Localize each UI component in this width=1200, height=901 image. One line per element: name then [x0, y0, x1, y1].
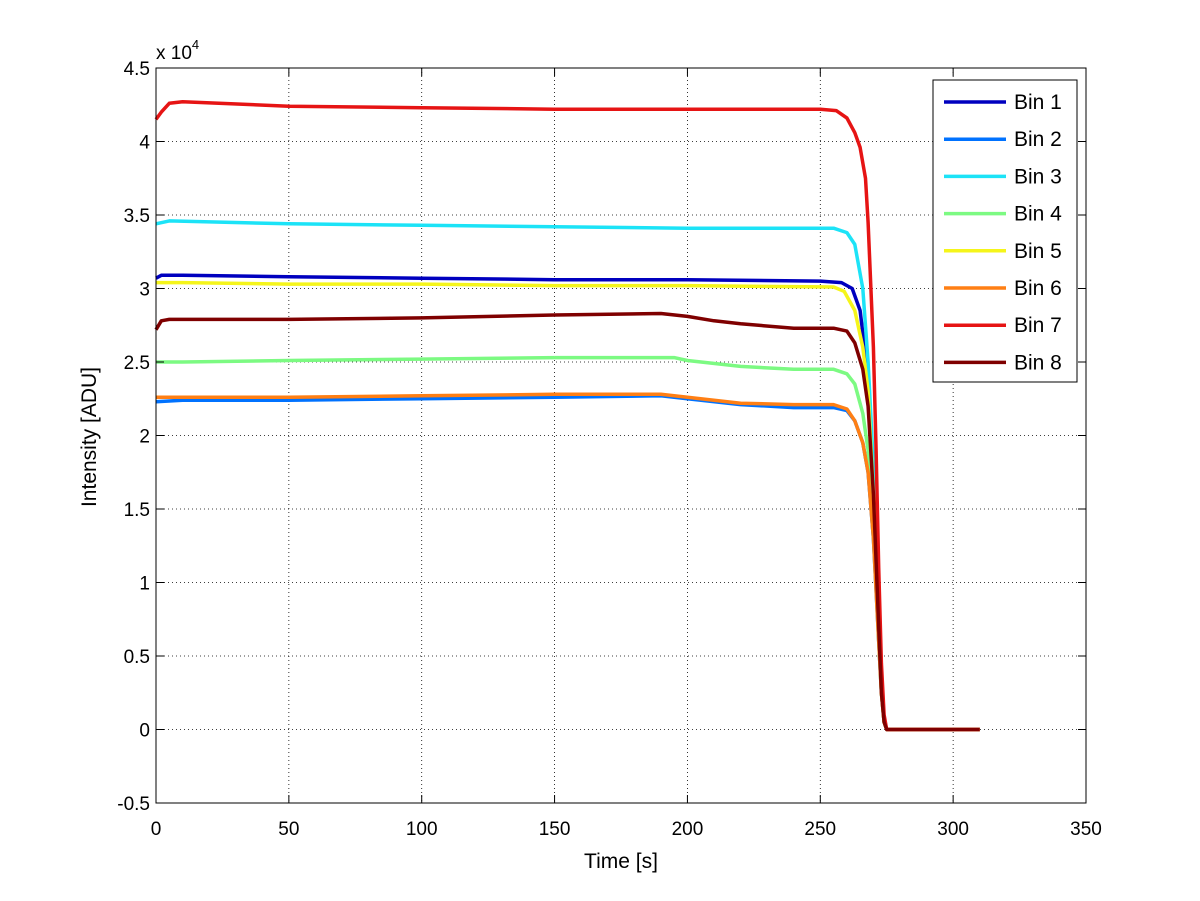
legend-label: Bin 6: [1014, 277, 1062, 300]
x-tick-label: 100: [406, 819, 438, 840]
y-tick-label: 0: [139, 721, 150, 742]
tick-labels: 0 50 100 150 200 250 300 350-0.500.511.522.533.…: [117, 59, 1102, 840]
y-tick-label: 3.5: [124, 206, 150, 227]
legend-box: [932, 79, 1078, 383]
legend-label: Bin 3: [1014, 165, 1062, 188]
legend-label: Bin 8: [1014, 351, 1062, 374]
y-axis-label: Intensity [ADU]: [78, 367, 101, 507]
y-tick-label: -0.5: [117, 794, 150, 815]
y-tick-label: 1.5: [124, 500, 150, 521]
legend-label: Bin 1: [1014, 91, 1062, 114]
series-line-bin-7: [154, 100, 980, 732]
x-tick-label: 300: [937, 819, 969, 840]
legend-label: Bin 4: [1014, 203, 1062, 226]
x-tick-label: 200: [672, 819, 704, 840]
ticks: [155, 67, 1087, 804]
y-tick-label: 0.5: [124, 647, 150, 668]
legend-label: Bin 2: [1014, 128, 1062, 151]
y-tick-label: 4: [139, 133, 150, 154]
y-tick-label: 4.5: [124, 59, 150, 80]
y-tick-label: 2.5: [124, 353, 150, 374]
legend: Bin 1 Bin 2 Bin 3 Bin 4 Bin 5 Bin 6 Bin 7 Bin 8: [932, 79, 1078, 383]
series-layer: [154, 100, 980, 732]
x-axis-label: Time [s]: [584, 850, 658, 873]
x-tick-label: 0: [151, 819, 162, 840]
series-line-bin-8: [154, 311, 980, 732]
x-tick-label: 350: [1070, 819, 1102, 840]
y-tick-label: 3: [139, 280, 150, 301]
y-tick-label: 2: [139, 427, 150, 448]
x-tick-label: 250: [804, 819, 836, 840]
legend-label: Bin 7: [1014, 314, 1062, 337]
x-tick-label: 150: [539, 819, 571, 840]
x-tick-label: 50: [278, 819, 299, 840]
y-tick-label: 1: [139, 574, 150, 595]
y-multiplier: x 104: [156, 37, 199, 64]
y-multiplier-exponent: 4: [192, 37, 199, 52]
legend-label: Bin 5: [1014, 240, 1062, 263]
grid: [156, 68, 1086, 803]
